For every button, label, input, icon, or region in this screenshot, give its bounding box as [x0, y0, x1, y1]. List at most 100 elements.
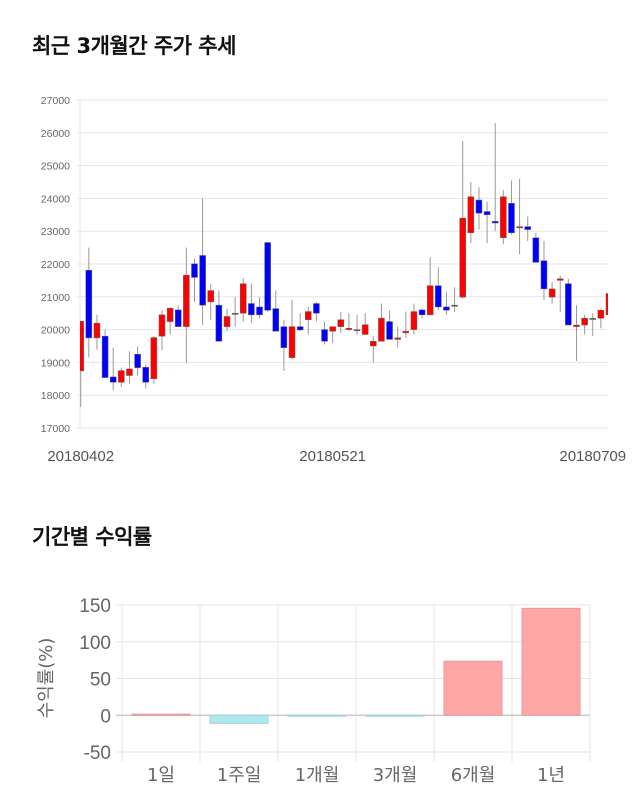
candle-body	[565, 283, 572, 326]
candle-body	[85, 269, 93, 339]
candle-body	[183, 274, 190, 327]
candle-body	[573, 324, 580, 327]
candle-body	[264, 242, 271, 311]
candle-body	[410, 311, 418, 330]
candle-body	[475, 199, 483, 214]
y-tick-label: 19000	[41, 357, 70, 369]
candle-body	[134, 353, 141, 368]
y-tick-label: 27000	[41, 95, 70, 107]
candle-body	[126, 368, 133, 376]
candle-body	[248, 303, 255, 316]
x-tick-label: 20180402	[47, 448, 114, 465]
candle-body	[483, 211, 491, 216]
candle-body	[597, 309, 605, 319]
return-bar	[287, 714, 347, 717]
candle-body	[158, 314, 166, 337]
candle-body	[223, 316, 231, 327]
candle-body	[305, 311, 312, 321]
candle-body	[426, 285, 434, 316]
candle-body	[240, 283, 247, 314]
candle-body	[272, 308, 280, 332]
candle-body	[166, 308, 174, 322]
candle-body	[118, 370, 125, 383]
candle-body	[142, 367, 149, 383]
candle-body	[386, 321, 393, 340]
y-tick-label: 23000	[41, 226, 70, 238]
candle-body	[378, 317, 385, 342]
y-tick-label: 50	[90, 670, 111, 691]
y-tick-label: 0	[100, 706, 111, 727]
candle-body	[459, 217, 466, 298]
candle-body	[80, 320, 84, 372]
candle-body	[605, 293, 608, 316]
candle-body	[353, 329, 361, 332]
candle-body	[556, 278, 564, 281]
y-tick-label: 18000	[41, 390, 70, 402]
x-tick-label: 1주일	[217, 765, 262, 786]
x-tick-label: 3개월	[373, 765, 418, 786]
candle-body	[191, 263, 198, 278]
x-tick-label: 1년	[537, 765, 565, 786]
candle-body	[581, 318, 588, 326]
candle-body	[313, 303, 320, 314]
candlestick-chart: 17000 18000 19000 20000 21000 22000 23000 24000…	[41, 95, 626, 465]
candle-body	[231, 312, 239, 315]
candle-body	[280, 326, 288, 348]
y-tick-label: 25000	[41, 161, 70, 173]
price-chart-title: 최근 3개월간 주가 추세	[32, 34, 236, 58]
return-bar	[209, 714, 269, 724]
candles	[80, 122, 608, 408]
candle-body	[370, 340, 377, 347]
candle-body	[548, 288, 556, 298]
candle-body	[500, 196, 507, 239]
candle-body	[532, 237, 540, 263]
candle-body	[207, 290, 214, 303]
y-tick-label: 20000	[41, 325, 70, 337]
candle-body	[508, 203, 515, 234]
candle-body	[174, 309, 182, 327]
y-tick-label: 21000	[41, 292, 70, 304]
x-tick-label: 6개월	[451, 765, 496, 786]
x-tick-label: 1일	[147, 765, 175, 786]
x-tick-label: 20180709	[559, 448, 626, 465]
candle-body	[491, 221, 499, 224]
candle-body	[443, 306, 450, 311]
candle-body	[394, 337, 401, 340]
candle-body	[288, 326, 296, 358]
candle-body	[215, 304, 223, 342]
candle-body	[345, 328, 353, 330]
candle-body	[93, 322, 101, 339]
candle-body	[101, 335, 109, 378]
candle-body	[256, 306, 263, 316]
candle-body	[109, 376, 117, 383]
candle-body	[524, 226, 531, 230]
return-bar	[131, 713, 191, 716]
y-tick-label: 26000	[41, 128, 70, 140]
y-axis-label: 수익률(%)	[36, 638, 57, 719]
y-tick-label: 100	[79, 633, 111, 654]
y-tick-label: 150	[79, 596, 111, 617]
return-bar	[443, 660, 503, 716]
candle-body	[516, 226, 523, 229]
return-bar	[521, 607, 581, 716]
candle-body	[451, 304, 458, 307]
candle-body	[329, 326, 336, 332]
x-tick-label: 20180521	[299, 448, 366, 465]
candle-body	[361, 324, 369, 335]
candle-body	[435, 285, 442, 308]
candle-body	[321, 329, 328, 342]
candle-body	[296, 326, 304, 331]
candle-body	[150, 337, 158, 380]
candle-body	[337, 319, 345, 327]
y-tick-label: 17000	[41, 423, 70, 435]
x-tick-label: 1개월	[295, 765, 340, 786]
y-tick-label: 22000	[41, 259, 70, 271]
return-bar	[365, 714, 425, 717]
candle-body	[199, 255, 206, 306]
candle-body	[467, 196, 475, 234]
candle-body	[540, 260, 548, 290]
candle-body	[418, 309, 426, 316]
candle-body	[589, 318, 596, 320]
candle-body	[402, 330, 410, 334]
